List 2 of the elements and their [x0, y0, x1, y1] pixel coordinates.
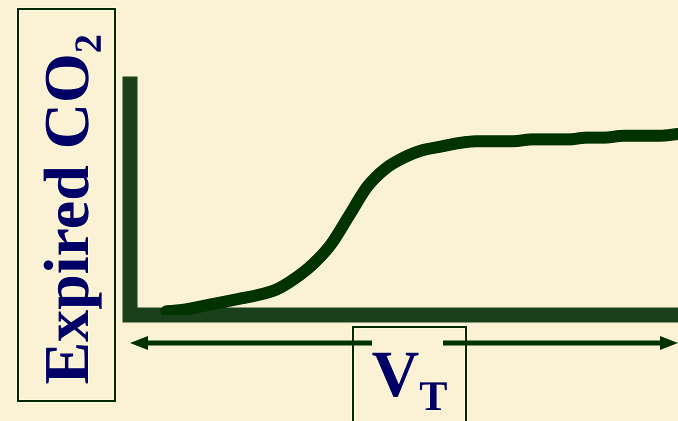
y-axis-title: Expired CO₂ [30, 34, 102, 384]
x-axis-title: V$_{T}$ [372, 338, 448, 420]
